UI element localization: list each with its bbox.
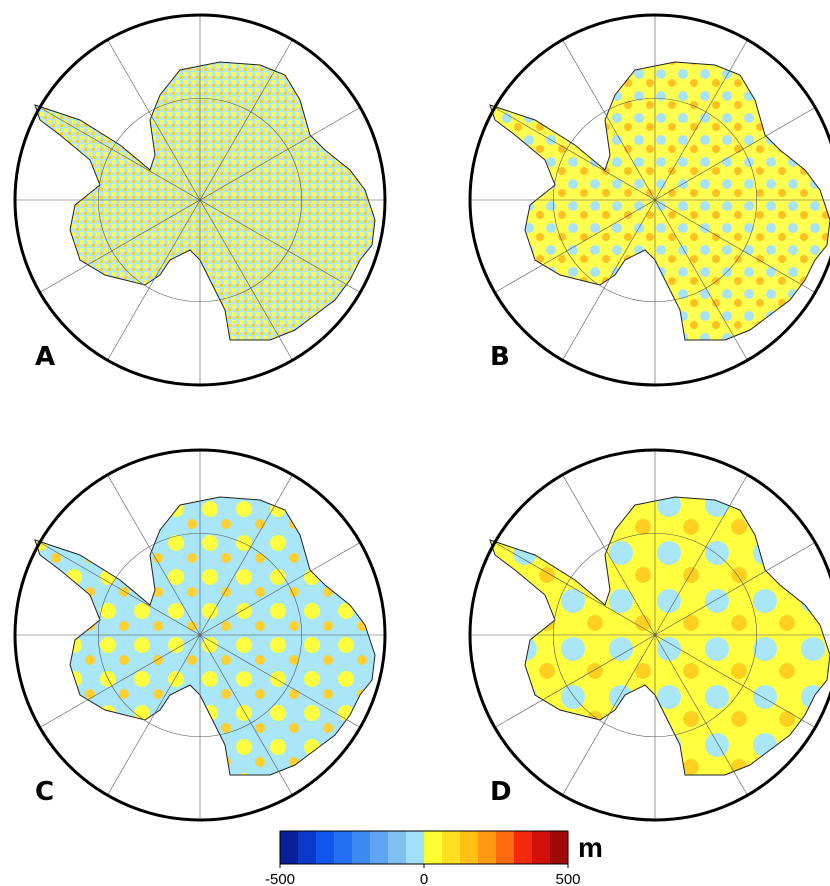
map-panel — [15, 15, 385, 385]
colorbar-segment — [280, 831, 299, 864]
colorbar-segment — [478, 831, 497, 864]
colorbar-segment — [424, 831, 443, 864]
continent — [490, 62, 830, 340]
continent — [35, 62, 375, 340]
figure: -500 0 500 m A B C D — [0, 0, 830, 886]
map-panel — [15, 450, 385, 820]
colorbar-segment — [370, 831, 389, 864]
maps — [15, 15, 830, 820]
colorbar-segment — [388, 831, 407, 864]
tick-label: 0 — [420, 871, 428, 886]
map-panel — [470, 15, 830, 385]
tick-label: 500 — [555, 871, 580, 886]
panel-label: A — [35, 342, 55, 372]
colorbar-segment — [514, 831, 533, 864]
colorbar-segment — [532, 831, 551, 864]
continent — [35, 497, 375, 775]
colorbar-segment — [442, 831, 461, 864]
panel-label: D — [490, 777, 512, 807]
colorbar-segment — [334, 831, 353, 864]
colorbar-segment — [550, 831, 569, 864]
colorbar-unit: m — [578, 832, 603, 863]
map-panel — [470, 450, 830, 820]
colorbar-segment — [298, 831, 317, 864]
colorbar: -500 0 500 m — [265, 831, 603, 886]
continent — [490, 497, 830, 775]
panel-label: C — [35, 777, 54, 807]
colorbar-segment — [460, 831, 479, 864]
colorbar-segment — [316, 831, 335, 864]
colorbar-segment — [496, 831, 515, 864]
colorbar-segment — [406, 831, 425, 864]
panel-label: B — [490, 342, 510, 372]
colorbar-segment — [352, 831, 371, 864]
tick-label: -500 — [265, 871, 295, 886]
